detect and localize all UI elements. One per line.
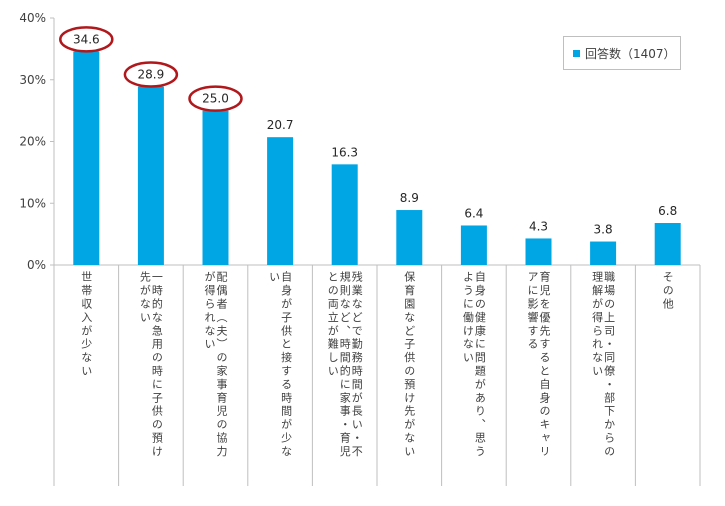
data-label: 28.9: [138, 68, 165, 82]
legend-label: 回答数（1407）: [585, 46, 676, 61]
category-label: 育児を優先すると自身のキャリ: [538, 270, 551, 459]
category-label: 世帯収入が少ない: [80, 271, 93, 379]
data-label: 6.8: [658, 204, 677, 218]
bar: [460, 225, 487, 265]
category-label: アに影響する: [526, 271, 539, 351]
category-label: い: [268, 271, 281, 284]
bar: [137, 86, 164, 265]
highlight-circle: [59, 26, 114, 53]
category-label: ように働けない: [461, 271, 474, 365]
data-label: 8.9: [400, 191, 419, 205]
data-label: 4.3: [529, 219, 548, 233]
category-label: 一時的な急用の時に子供の預け: [150, 271, 163, 459]
bar: [396, 210, 423, 265]
category-label: 自身が子供と接する時間が少な: [280, 271, 293, 459]
category-label: 残業などで勤務時間が長い・不: [350, 270, 363, 459]
y-tick-label: 10%: [19, 196, 46, 210]
y-tick-label: 30%: [19, 73, 46, 87]
y-tick-label: 40%: [19, 11, 46, 25]
bar: [525, 238, 552, 265]
data-label: 20.7: [267, 118, 294, 132]
category-label: 配偶者（夫）の家事育児の協力: [215, 271, 228, 459]
category-label: その他: [661, 271, 674, 311]
bar: [202, 110, 229, 265]
category-label: 先がない: [138, 271, 151, 325]
data-label: 25.0: [202, 92, 229, 106]
bar: [73, 51, 100, 265]
category-label: が得られない: [203, 271, 216, 352]
data-label: 3.8: [594, 223, 613, 237]
bar: [267, 137, 294, 265]
y-tick-label: 20%: [19, 135, 46, 149]
bar: [590, 241, 617, 265]
category-label: 規則など、時間的に家事・育児: [338, 270, 351, 459]
category-label: 自身の健康に問題があり、思う: [473, 271, 486, 459]
bar: [654, 223, 681, 265]
category-label: との両立が難しい: [326, 271, 339, 379]
highlight-circle: [188, 85, 243, 112]
highlight-circle: [123, 61, 179, 88]
y-tick-label: 0%: [27, 258, 46, 272]
category-label: 職場の上司・同僚・部下からの: [603, 271, 616, 459]
category-label: 理解が得られない: [591, 271, 604, 379]
data-label: 6.4: [464, 206, 483, 220]
chart-legend: 回答数（1407）: [563, 36, 681, 70]
data-label: 34.6: [73, 32, 100, 46]
data-label: 16.3: [331, 145, 358, 159]
bar: [331, 164, 358, 265]
legend-swatch: [573, 49, 580, 57]
category-label: 保育園など子供の預け先がない: [403, 270, 416, 459]
